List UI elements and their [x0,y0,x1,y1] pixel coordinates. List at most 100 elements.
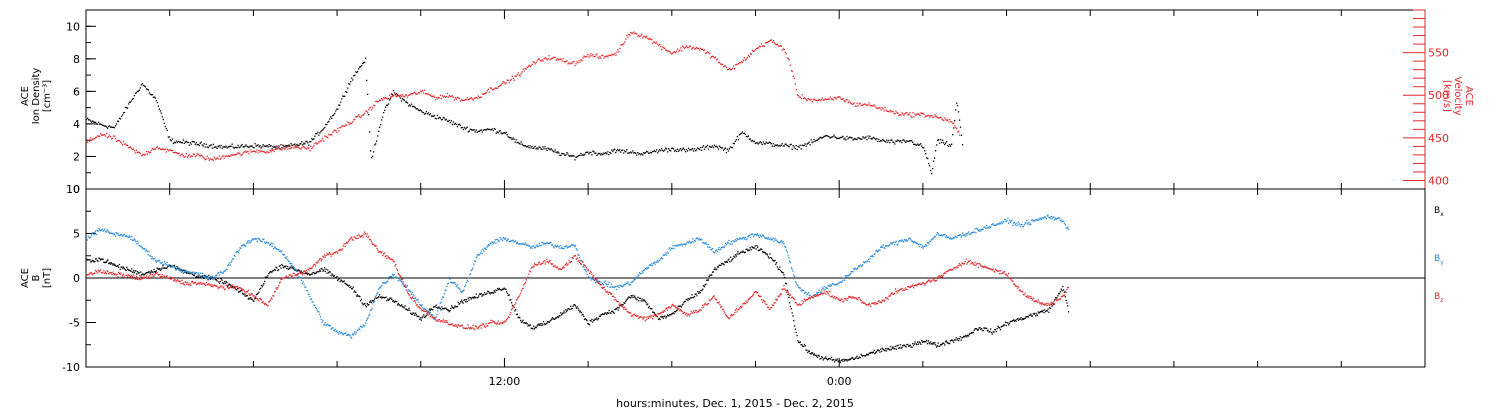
data-point [304,270,306,272]
data-point [869,258,871,260]
data-point [964,335,966,337]
data-point [282,277,285,279]
data-point [113,233,116,235]
data-point [431,95,434,98]
data-point [351,77,353,79]
data-point [1043,311,1045,314]
data-point [525,322,527,324]
data-point [597,281,599,283]
data-point [445,307,447,309]
data-point [431,317,433,319]
data-point [668,148,670,150]
data-point [926,343,929,345]
data-point [131,271,134,273]
data-point [247,298,249,300]
data-point [520,292,522,294]
data-point [981,229,983,231]
data-point [821,137,823,139]
data-point [1063,291,1066,293]
data-point [840,136,842,139]
data-point [861,104,863,107]
data-point [825,287,828,289]
data-point [636,154,638,156]
data-point [539,146,541,148]
data-point [836,284,838,286]
data-point [580,152,582,155]
data-point [598,57,600,59]
data-point [392,274,395,277]
data-point [245,293,247,295]
data-point [786,144,788,147]
data-point [293,273,295,275]
data-point [472,324,474,327]
data-point [596,154,598,156]
data-point [110,262,112,264]
data-point [208,276,210,278]
data-point [227,287,230,289]
data-point [133,238,135,240]
data-point [638,34,640,37]
data-point [313,304,315,306]
data-point [449,278,451,280]
data-point [137,90,140,92]
data-point [825,134,827,137]
data-point [736,135,738,138]
data-point [878,249,880,251]
data-point [543,242,545,245]
data-point [284,148,286,150]
data-point [864,103,866,105]
data-point [173,151,175,154]
data-point [722,263,724,265]
data-point [534,326,536,328]
y-tick-label: -10 [62,361,80,374]
data-point [291,146,293,149]
data-point [914,143,916,145]
data-point [664,149,666,151]
data-point [436,114,439,117]
data-point [163,263,165,266]
data-point [668,315,670,317]
data-point [459,325,461,327]
data-point [1017,319,1020,321]
data-point [513,306,515,308]
data-point [441,306,443,308]
data-point [821,355,823,358]
data-point [338,104,340,106]
data-point [372,299,374,302]
data-point [805,145,807,147]
data-point [393,261,395,263]
data-point [118,117,121,119]
data-point [550,242,552,244]
data-point [711,271,714,273]
data-point [337,333,340,335]
data-point [1045,310,1047,313]
data-point [713,268,715,271]
data-point [382,296,384,298]
data-point [330,134,332,136]
data-point [296,273,299,275]
data-point [705,146,708,148]
data-point [415,299,418,301]
data-point [438,97,441,99]
data-point [838,96,840,98]
data-point [627,297,629,299]
data-point [786,251,788,253]
data-point [1052,302,1054,304]
data-point [218,155,220,157]
data-point [994,224,997,227]
data-point [416,304,418,306]
data-point [650,308,652,310]
data-point [501,82,503,85]
data-point [319,258,322,260]
data-point [325,123,327,126]
data-point [426,313,428,315]
data-point [145,249,148,251]
data-point [967,232,969,234]
data-point [280,144,282,146]
y-tick-label: 10 [66,20,80,33]
data-point [646,304,648,306]
data-point [815,354,817,356]
data-point [360,298,363,300]
data-point [674,51,676,53]
data-point [96,229,98,232]
